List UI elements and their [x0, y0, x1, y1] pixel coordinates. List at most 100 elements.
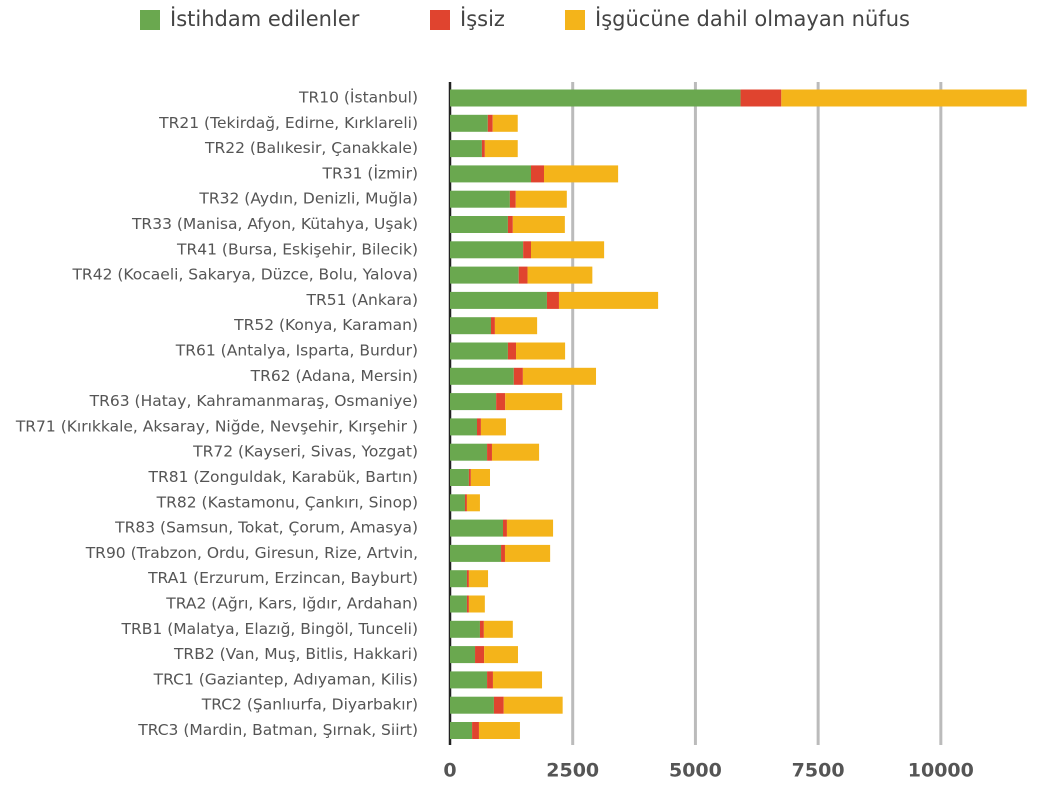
bar-segment — [491, 443, 540, 461]
bar-segment — [468, 469, 471, 486]
bar-segment — [507, 216, 513, 233]
bar-segment — [515, 190, 567, 208]
legend-swatch — [430, 10, 450, 30]
y-tick-label: TR83 (Samsun, Tokat, Çorum, Amasya) — [114, 519, 418, 537]
bar-segment — [468, 595, 485, 613]
bar-segment — [466, 570, 469, 588]
y-tick-label: TR22 (Balıkesir, Çanakkale) — [204, 139, 418, 157]
bar-segment — [466, 494, 480, 512]
bar-segment — [450, 165, 531, 183]
bar-segment — [781, 89, 1027, 107]
bar-segment — [523, 241, 531, 259]
bar-segment — [493, 696, 504, 714]
bar-segment — [546, 291, 559, 309]
bar-segment — [450, 367, 514, 385]
bar-segment — [472, 722, 479, 739]
bar-segment — [450, 89, 741, 107]
y-tick-label: TR32 (Aydın, Denizli, Muğla) — [198, 190, 418, 208]
y-tick-label: TR63 (Hatay, Kahramanmaraş, Osmaniye) — [89, 392, 418, 410]
y-tick-label: TR71 (Kırıkkale, Aksaray, Niğde, Nevşehi… — [15, 417, 418, 435]
bar-segment — [450, 291, 547, 309]
bar-segment — [450, 114, 488, 132]
bar-segment — [450, 216, 508, 233]
y-tick-label: TR72 (Kayseri, Sivas, Yozgat) — [192, 443, 418, 461]
bar-segment — [543, 165, 619, 183]
bar-segment — [503, 696, 563, 714]
bar-segment — [450, 266, 519, 284]
x-tick-label: 10000 — [908, 760, 974, 782]
bar-segment — [518, 266, 528, 284]
bar-segment — [740, 89, 782, 107]
y-tick-label: TR51 (Ankara) — [306, 291, 418, 309]
bar-segment — [450, 469, 469, 486]
bar-segment — [527, 266, 593, 284]
bar-segment — [450, 570, 467, 588]
bar-segment — [450, 696, 494, 714]
bar-segment — [530, 165, 544, 183]
y-tick-label: TR41 (Bursa, Eskişehir, Bilecik) — [176, 240, 418, 258]
legend-label: İstihdam edilenler — [170, 6, 360, 31]
bar-segment — [450, 646, 476, 664]
bar-segment — [476, 418, 481, 436]
bar-segment — [450, 140, 482, 158]
bar-segment — [496, 393, 506, 411]
x-tick-label: 5000 — [669, 760, 722, 782]
bar-segment — [450, 241, 524, 259]
legend-swatch — [140, 10, 160, 30]
bar-segment — [487, 671, 493, 689]
bar-segment — [492, 671, 543, 689]
legend-label: İşgücüne dahil olmayan nüfus — [595, 6, 910, 31]
y-tick-label: TR42 (Kocaeli, Sakarya, Düzce, Bolu, Yal… — [71, 266, 418, 284]
bar-segment — [490, 317, 495, 335]
bar-segment — [512, 216, 565, 233]
y-tick-label: TR82 (Kastamonu, Çankırı, Sinop) — [156, 493, 418, 511]
y-tick-label: TRA1 (Erzurum, Erzincan, Bayburt) — [147, 569, 418, 587]
y-tick-label: TR31 (İzmir) — [322, 163, 418, 182]
bar-segment — [522, 367, 597, 385]
bar-segment — [468, 570, 489, 588]
y-tick-label: TRC2 (Şanlıurfa, Diyarbakır) — [201, 696, 418, 714]
bar-segment — [505, 393, 563, 411]
bar-segment — [504, 544, 551, 562]
bar-segment — [483, 620, 513, 638]
y-tick-label: TRC3 (Mardin, Batman, Şırnak, Siirt) — [137, 721, 418, 739]
bar-segment — [450, 544, 502, 562]
bar-segment — [450, 190, 510, 208]
bar-segment — [487, 114, 493, 132]
y-tick-label: TR81 (Zonguldak, Karabük, Bartın) — [147, 468, 418, 486]
bar-segment — [492, 114, 518, 132]
y-tick-label: TR90 (Trabzon, Ordu, Giresun, Rize, Artv… — [85, 544, 418, 562]
bar-segment — [481, 140, 485, 158]
bar-segment — [558, 291, 659, 309]
bar-segment — [487, 443, 492, 461]
bar-segment — [516, 342, 566, 360]
bar-segment — [513, 367, 523, 385]
y-tick-label: TR62 (Adana, Mersin) — [250, 367, 418, 385]
y-tick-label: TRC1 (Gaziantep, Adıyaman, Kilis) — [153, 670, 418, 688]
y-tick-label: TR52 (Konya, Karaman) — [233, 316, 418, 334]
legend-swatch — [565, 10, 585, 30]
bar-segment — [479, 620, 484, 638]
legend-label: İşsiz — [460, 6, 505, 31]
bar-segment — [470, 469, 491, 486]
bar-segment — [494, 317, 538, 335]
y-tick-label: TR61 (Antalya, Isparta, Burdur) — [175, 342, 418, 360]
y-tick-label: TRB1 (Malatya, Elazığ, Bingöl, Tunceli) — [121, 620, 418, 638]
bar-segment — [450, 722, 473, 739]
bar-segment — [450, 620, 480, 638]
bar-segment — [450, 393, 497, 411]
bar-segment — [464, 494, 467, 512]
bar-segment — [506, 519, 554, 537]
y-tick-label: TR10 (İstanbul) — [298, 88, 418, 107]
bar-segment — [450, 494, 465, 512]
bar-segment — [509, 190, 516, 208]
x-tick-label: 0 — [443, 760, 456, 782]
bar-segment — [450, 595, 467, 613]
bar-segment — [450, 519, 504, 537]
bar-segment — [507, 342, 517, 360]
y-tick-label: TR33 (Manisa, Afyon, Kütahya, Uşak) — [131, 215, 418, 233]
bar-segment — [450, 418, 477, 436]
y-tick-label: TRB2 (Van, Muş, Bitlis, Hakkari) — [173, 645, 418, 663]
